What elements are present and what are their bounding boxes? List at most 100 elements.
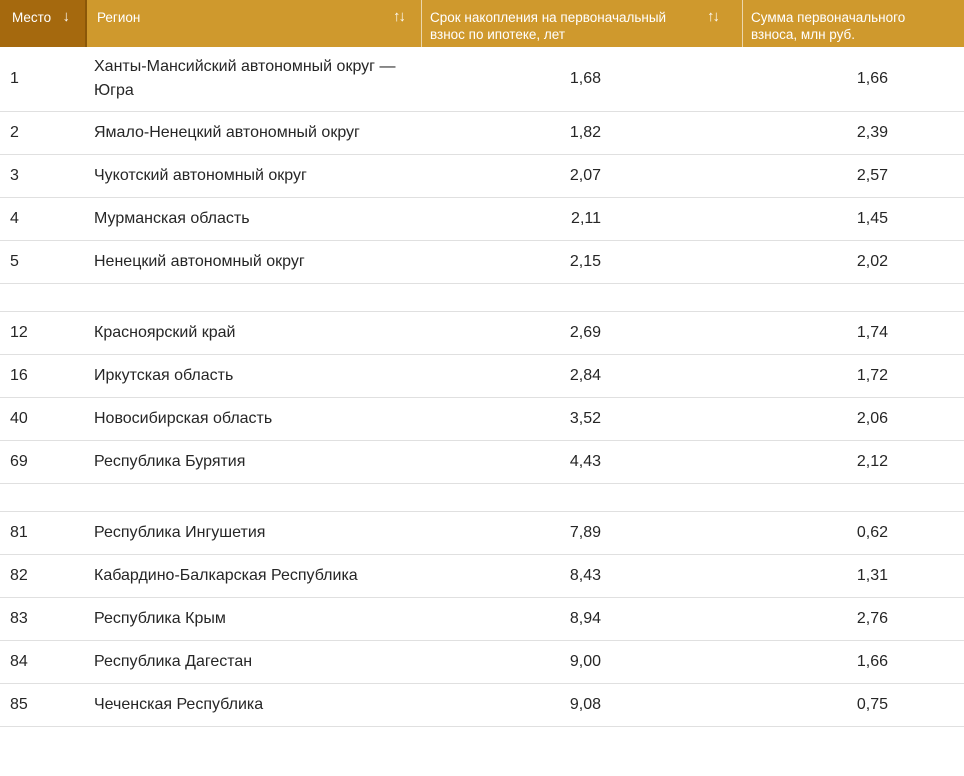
place-cell: 84 xyxy=(10,653,28,670)
region-name: Чукотский автономный округ xyxy=(94,167,307,184)
table-row: 2 Ямало-Ненецкий автономный округ 1,82 2… xyxy=(0,112,964,155)
column-header-sum-label: Сумма первоначального взноса, млн руб. xyxy=(751,10,906,42)
term-cell: 1,68 xyxy=(569,70,601,87)
sum-cell: 1,66 xyxy=(856,653,888,670)
table-row: 3 Чукотский автономный округ 2,07 2,57 xyxy=(0,155,964,198)
table-row: 81 Республика Ингушетия 7,89 0,62 xyxy=(0,512,964,555)
column-header-term[interactable]: Срок накопления на первоначальный взнос … xyxy=(421,0,742,47)
place-cell: 3 xyxy=(10,167,19,184)
place-cell: 12 xyxy=(10,324,28,341)
term-cell: 3,52 xyxy=(569,410,601,427)
region-name: Республика Бурятия xyxy=(94,453,246,470)
column-header-place[interactable]: Место ↓ xyxy=(0,0,85,47)
region-cell: Кабардино-Балкарская Республика xyxy=(85,564,421,588)
term-cell: 2,84 xyxy=(569,367,601,384)
place-cell: 85 xyxy=(10,696,28,713)
place-cell: 1 xyxy=(10,70,19,87)
place-cell: 83 xyxy=(10,610,28,627)
table-row: 85 Чеченская Республика 9,08 0,75 xyxy=(0,684,964,727)
region-name: Красноярский край xyxy=(94,324,236,341)
region-cell: Красноярский край xyxy=(85,321,421,345)
place-cell: 69 xyxy=(10,453,28,470)
sum-cell: 1,74 xyxy=(856,324,888,341)
column-header-term-label: Срок накопления на первоначальный взнос … xyxy=(430,10,667,42)
table-row: 83 Республика Крым 8,94 2,76 xyxy=(0,598,964,641)
region-cell: Новосибирская область xyxy=(85,407,421,431)
sum-cell: 2,57 xyxy=(856,167,888,184)
term-cell: 2,15 xyxy=(569,253,601,270)
sort-toggle-icon[interactable]: ↑↓ xyxy=(707,8,720,25)
rating-table: Место ↓ Регион ↑↓ Срок накопления на пер… xyxy=(0,0,964,727)
sum-cell: 1,72 xyxy=(856,367,888,384)
table-row: 69 Республика Бурятия 4,43 2,12 xyxy=(0,441,964,484)
place-cell: 16 xyxy=(10,367,28,384)
term-cell: 7,89 xyxy=(569,524,601,541)
region-name: Новосибирская область xyxy=(94,410,273,427)
term-cell: 2,07 xyxy=(569,167,601,184)
place-cell: 40 xyxy=(10,410,28,427)
gap-row xyxy=(0,284,964,312)
column-header-region-label: Регион xyxy=(97,10,141,25)
column-header-place-label: Место xyxy=(12,10,52,25)
region-cell: Республика Крым xyxy=(85,607,421,631)
column-header-region[interactable]: Регион ↑↓ xyxy=(85,0,421,47)
term-cell: 2,69 xyxy=(569,324,601,341)
region-name: Ямало-Ненецкий автономный округ xyxy=(94,124,360,141)
region-name: Иркутская область xyxy=(94,367,234,384)
region-cell: Мурманская область xyxy=(85,207,421,231)
region-cell: Ненецкий автономный округ xyxy=(85,250,421,274)
sum-cell: 2,12 xyxy=(856,453,888,470)
sum-cell: 2,39 xyxy=(856,124,888,141)
place-cell: 81 xyxy=(10,524,28,541)
term-cell: 9,08 xyxy=(569,696,601,713)
region-cell: Республика Бурятия xyxy=(85,450,421,474)
place-cell: 2 xyxy=(10,124,19,141)
sum-cell: 2,06 xyxy=(856,410,888,427)
column-header-sum[interactable]: Сумма первоначального взноса, млн руб. xyxy=(742,0,964,47)
table-row: 12 Красноярский край 2,69 1,74 xyxy=(0,312,964,355)
region-cell: Иркутская область xyxy=(85,364,421,388)
region-cell: Ямало-Ненецкий автономный округ xyxy=(85,121,421,145)
table-row: 16 Иркутская область 2,84 1,72 xyxy=(0,355,964,398)
term-cell: 9,00 xyxy=(569,653,601,670)
table-row: 5 Ненецкий автономный округ 2,15 2,02 xyxy=(0,241,964,284)
table-body: 1 Ханты-Мансийский автономный округ — Юг… xyxy=(0,47,964,727)
region-cell: Ханты-Мансийский автономный округ — Югра xyxy=(85,55,421,103)
sort-descending-icon[interactable]: ↓ xyxy=(62,8,70,25)
term-cell: 1,82 xyxy=(569,124,601,141)
region-name: Кабардино-Балкарская Республика xyxy=(94,567,358,584)
sum-cell: 0,62 xyxy=(856,524,888,541)
place-cell: 4 xyxy=(10,210,19,227)
sum-cell: 0,75 xyxy=(856,696,888,713)
region-cell: Республика Дагестан xyxy=(85,650,421,674)
gap-row xyxy=(0,484,964,512)
table-header: Место ↓ Регион ↑↓ Срок накопления на пер… xyxy=(0,0,964,47)
term-cell: 4,43 xyxy=(569,453,601,470)
table-row: 1 Ханты-Мансийский автономный округ — Юг… xyxy=(0,47,964,112)
region-name: Мурманская область xyxy=(94,210,250,227)
region-name: Республика Дагестан xyxy=(94,653,253,670)
region-cell: Чукотский автономный округ xyxy=(85,164,421,188)
table-row: 84 Республика Дагестан 9,00 1,66 xyxy=(0,641,964,684)
sum-cell: 2,76 xyxy=(856,610,888,627)
sum-cell: 1,45 xyxy=(856,210,888,227)
term-cell: 8,94 xyxy=(569,610,601,627)
sum-cell: 1,66 xyxy=(856,70,888,87)
term-cell: 8,43 xyxy=(569,567,601,584)
place-cell: 5 xyxy=(10,253,19,270)
sum-cell: 1,31 xyxy=(856,567,888,584)
sum-cell: 2,02 xyxy=(856,253,888,270)
region-cell: Республика Ингушетия xyxy=(85,521,421,545)
place-cell: 82 xyxy=(10,567,28,584)
table-row: 82 Кабардино-Балкарская Республика 8,43 … xyxy=(0,555,964,598)
table-row: 4 Мурманская область 2,11 1,45 xyxy=(0,198,964,241)
region-name: Ханты-Мансийский автономный округ — Югра xyxy=(94,58,396,99)
region-name: Чеченская Республика xyxy=(94,696,264,713)
region-name: Республика Крым xyxy=(94,610,226,627)
region-name: Республика Ингушетия xyxy=(94,524,266,541)
table-row: 40 Новосибирская область 3,52 2,06 xyxy=(0,398,964,441)
sort-toggle-icon[interactable]: ↑↓ xyxy=(393,8,406,25)
region-name: Ненецкий автономный округ xyxy=(94,253,305,270)
region-cell: Чеченская Республика xyxy=(85,693,421,717)
term-cell: 2,11 xyxy=(571,210,601,227)
